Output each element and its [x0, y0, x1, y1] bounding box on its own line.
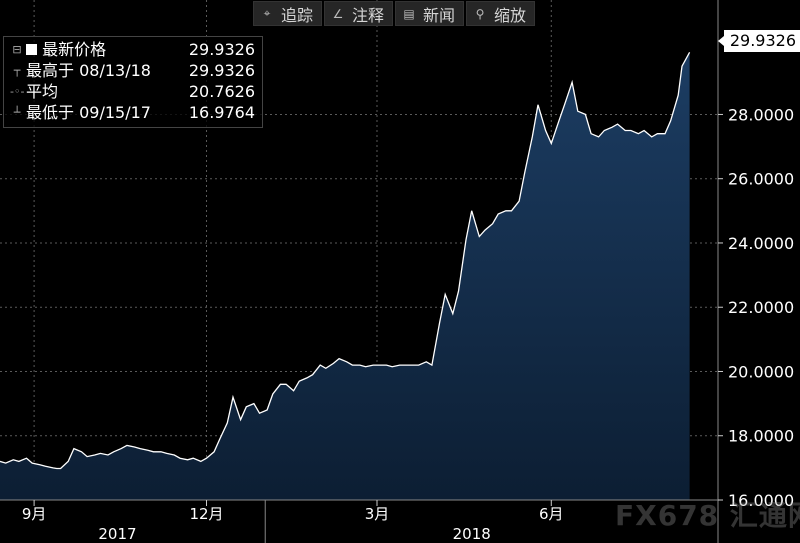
trace-button[interactable]: ⌖ 追踪: [253, 1, 323, 26]
high-marker-icon: ┬: [13, 64, 21, 77]
price-area: [0, 52, 690, 501]
last-price-pointer-icon: [718, 36, 724, 46]
x-tick-label: 12月: [189, 505, 223, 523]
pencil-icon: ∠: [332, 6, 344, 21]
y-tick-label: 26.0000: [728, 170, 794, 189]
low-marker-icon: ┴: [13, 106, 21, 119]
legend-latest-label: 最新价格: [42, 40, 107, 59]
annotate-label: 注释: [352, 5, 385, 25]
x-tick-label: 3月: [365, 505, 390, 523]
legend-avg-value: 20.7626: [188, 82, 255, 101]
x-tick-label: 9月: [22, 505, 47, 523]
x-tick-label: 6月: [539, 505, 564, 523]
legend-row-latest[interactable]: ⊟ 最新价格 29.9326: [4, 39, 260, 60]
y-tick-label: 28.0000: [728, 105, 794, 124]
legend-low-label: 最低于 09/15/17: [26, 103, 151, 122]
latest-swatch-icon: [26, 44, 37, 55]
legend-low-value: 16.9764: [188, 103, 255, 122]
watermark-logo: FX678 汇通网: [615, 499, 800, 532]
chart-toolbar: ⌖ 追踪 ∠ 注释 ▤ 新闻 ⚲ 缩放: [253, 1, 536, 26]
x-year-label: 2018: [453, 525, 491, 543]
crosshair-icon: ⌖: [263, 6, 271, 20]
y-tick-label: 18.0000: [728, 427, 794, 446]
legend-avg-label: 平均: [26, 82, 59, 101]
x-year-label: 2017: [98, 525, 136, 543]
average-marker-icon: -◦-: [10, 85, 25, 98]
y-tick-label: 24.0000: [728, 234, 794, 253]
zoom-label: 缩放: [494, 5, 527, 25]
collapse-icon[interactable]: ⊟: [12, 43, 22, 56]
zoom-button[interactable]: ⚲ 缩放: [466, 1, 536, 26]
last-price-tag: 29.9326: [724, 30, 800, 52]
news-icon: ▤: [403, 6, 415, 21]
legend-latest-value: 29.9326: [188, 40, 255, 59]
legend-high-label: 最高于 08/13/18: [26, 61, 151, 80]
trace-label: 追踪: [281, 5, 314, 25]
legend-row-average[interactable]: -◦- 平均 20.7626: [4, 81, 260, 102]
chart-legend: ⊟ 最新价格 29.9326 ┬ 最高于 08/13/18 29.9326 -◦…: [3, 36, 263, 128]
legend-high-value: 29.9326: [188, 61, 255, 80]
magnifier-icon: ⚲: [475, 6, 485, 21]
legend-row-low[interactable]: ┴ 最低于 09/15/17 16.9764: [4, 102, 260, 123]
news-button[interactable]: ▤ 新闻: [395, 1, 465, 26]
news-label: 新闻: [423, 5, 456, 25]
y-tick-label: 16.0000: [728, 491, 794, 510]
y-tick-label: 22.0000: [728, 298, 794, 317]
annotate-button[interactable]: ∠ 注释: [324, 1, 394, 26]
price-line: [0, 51, 691, 470]
y-tick-label: 20.0000: [728, 362, 794, 381]
legend-row-high[interactable]: ┬ 最高于 08/13/18 29.9326: [4, 60, 260, 81]
